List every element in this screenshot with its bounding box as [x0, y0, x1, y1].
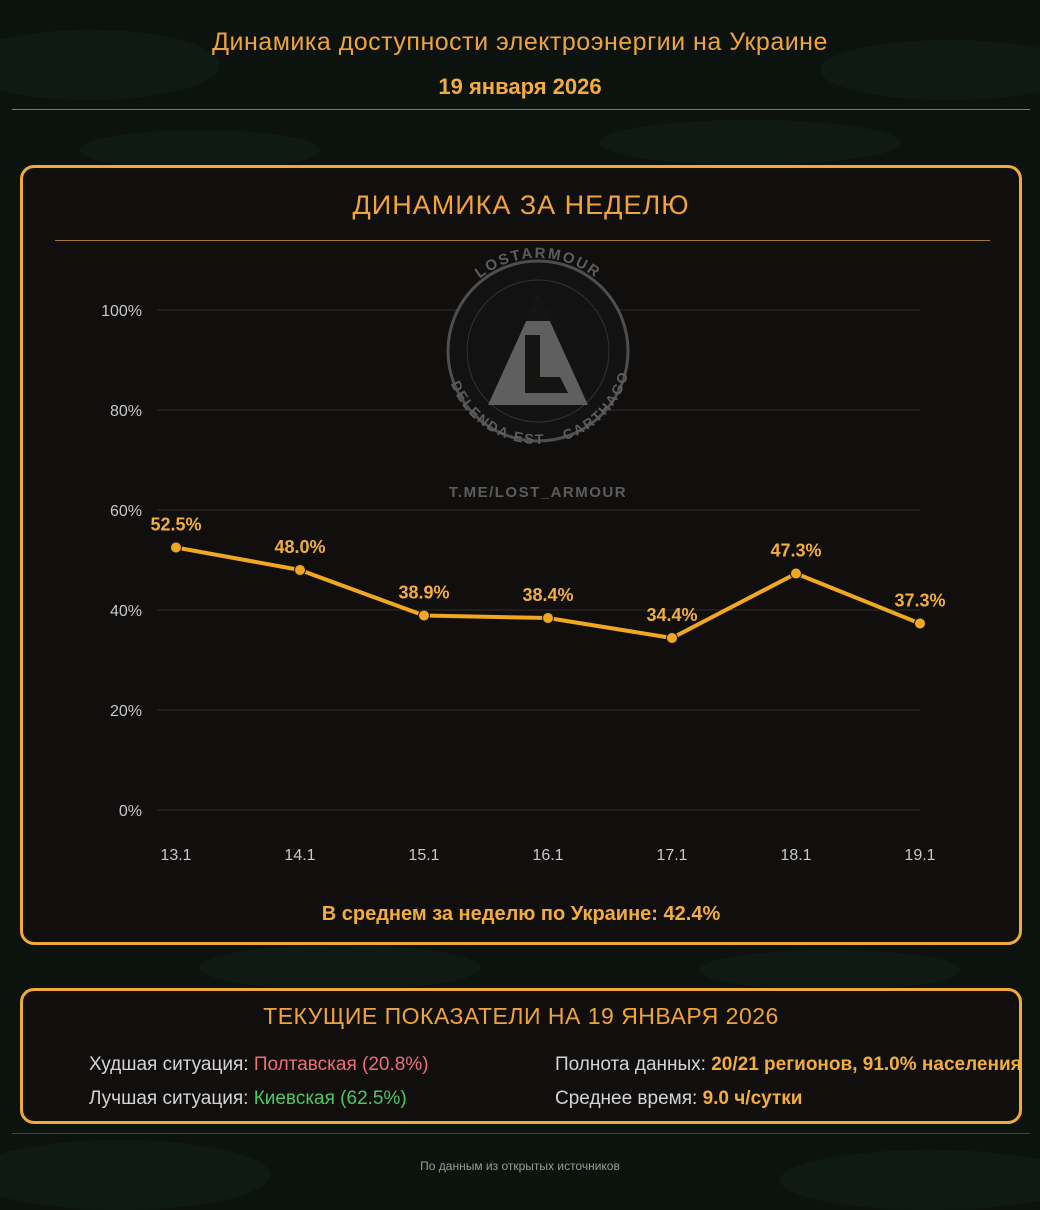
- data-point: [418, 609, 430, 622]
- watermark-inner-ring: [466, 279, 610, 423]
- best-situation-row: Лучшая ситуация: Киевская (62.5%): [89, 1088, 407, 1110]
- data-coverage-label: Полнота данных:: [555, 1054, 706, 1075]
- x-tick-label: 17.1: [656, 847, 687, 864]
- worst-situation-label: Худшая ситуация:: [89, 1054, 249, 1075]
- y-tick-label: 60%: [110, 503, 142, 520]
- y-tick-label: 0%: [119, 803, 142, 820]
- worst-situation-value: Полтавская (20.8%): [253, 1054, 429, 1075]
- x-tick-label: 18.1: [780, 847, 811, 864]
- weekly-average-label: В среднем за неделю по Украине:: [321, 903, 658, 925]
- data-point: [666, 632, 678, 644]
- x-tick-label: 16.1: [532, 847, 563, 864]
- watermark-logo: LOSTARMOUR DELENDA EST CARTHAGO T.ME/LOS…: [446, 245, 630, 501]
- background-blob: [0, 1140, 270, 1210]
- data-coverage-row: Полнота данных: 20/21 регионов, 91.0% на…: [555, 1054, 1022, 1076]
- weekly-chart-panel: ДИНАМИКА ЗА НЕДЕЛЮ 0% 20% 40% 60% 80% 100% 13.…: [20, 165, 1022, 945]
- watermark-link: T.ME/LOST_ARMOUR: [449, 484, 627, 501]
- data-label: 34.4%: [646, 605, 697, 625]
- stats-panel-title: ТЕКУЩИЕ ПОКАЗАТЕЛИ НА 19 ЯНВАРЯ 2026: [263, 1003, 779, 1029]
- x-tick-label: 13.1: [160, 847, 191, 864]
- y-tick-label: 40%: [110, 603, 142, 620]
- average-time-label: Среднее время:: [555, 1088, 698, 1109]
- line-chart: 0% 20% 40% 60% 80% 100% 13.1 14.1 15.1 16.1 17.1 18…: [101, 245, 945, 864]
- data-label: 52.5%: [150, 515, 201, 535]
- background-blob: [0, 30, 220, 100]
- data-point: [294, 564, 306, 576]
- chart-panel-title: ДИНАМИКА ЗА НЕДЕЛЮ: [352, 190, 690, 220]
- data-coverage-value: 20/21 регионов, 91.0% населения: [711, 1054, 1022, 1075]
- background-blob: [820, 40, 1040, 100]
- worst-situation-row: Худшая ситуация: Полтавская (20.8%): [89, 1054, 429, 1076]
- footer-divider: [12, 1133, 1030, 1134]
- weekly-average: В среднем за неделю по Украине: 42.4%: [23, 903, 1019, 926]
- header-divider: [12, 109, 1030, 110]
- data-label: 48.0%: [274, 537, 325, 557]
- background-blob: [600, 120, 900, 165]
- data-point: [542, 612, 554, 624]
- watermark-triangle-cut-icon: [526, 295, 550, 321]
- y-tick-label: 80%: [110, 403, 142, 420]
- page-title: Динамика доступности электроэнергии на У…: [212, 28, 828, 56]
- y-tick-label: 100%: [101, 303, 142, 320]
- data-label: 47.3%: [770, 541, 821, 561]
- chart-panel-divider: [55, 240, 990, 241]
- background-blob: [200, 945, 480, 990]
- background-blob: [700, 950, 960, 990]
- footer-source: По данным из открытых источников: [420, 1159, 620, 1173]
- background-blob: [80, 130, 320, 170]
- page-date: 19 января 2026: [438, 74, 602, 99]
- data-point: [790, 567, 802, 580]
- data-label: 37.3%: [894, 591, 945, 611]
- data-label: 38.4%: [522, 585, 573, 605]
- weekly-average-value: 42.4%: [663, 903, 721, 925]
- data-label: 38.9%: [398, 583, 449, 603]
- y-tick-label: 20%: [110, 703, 142, 720]
- data-point: [170, 541, 182, 554]
- average-time-value: 9.0 ч/сутки: [702, 1088, 803, 1109]
- x-tick-label: 15.1: [408, 847, 439, 864]
- data-point: [914, 617, 926, 630]
- best-situation-value: Киевская (62.5%): [253, 1088, 407, 1109]
- watermark-letter-icon: [525, 335, 568, 393]
- current-stats-panel: ТЕКУЩИЕ ПОКАЗАТЕЛИ НА 19 ЯНВАРЯ 2026 Худ…: [20, 988, 1022, 1124]
- best-situation-label: Лучшая ситуация:: [89, 1088, 249, 1109]
- x-tick-label: 14.1: [284, 847, 315, 864]
- x-tick-label: 19.1: [904, 847, 935, 864]
- average-time-row: Среднее время: 9.0 ч/сутки: [555, 1088, 802, 1110]
